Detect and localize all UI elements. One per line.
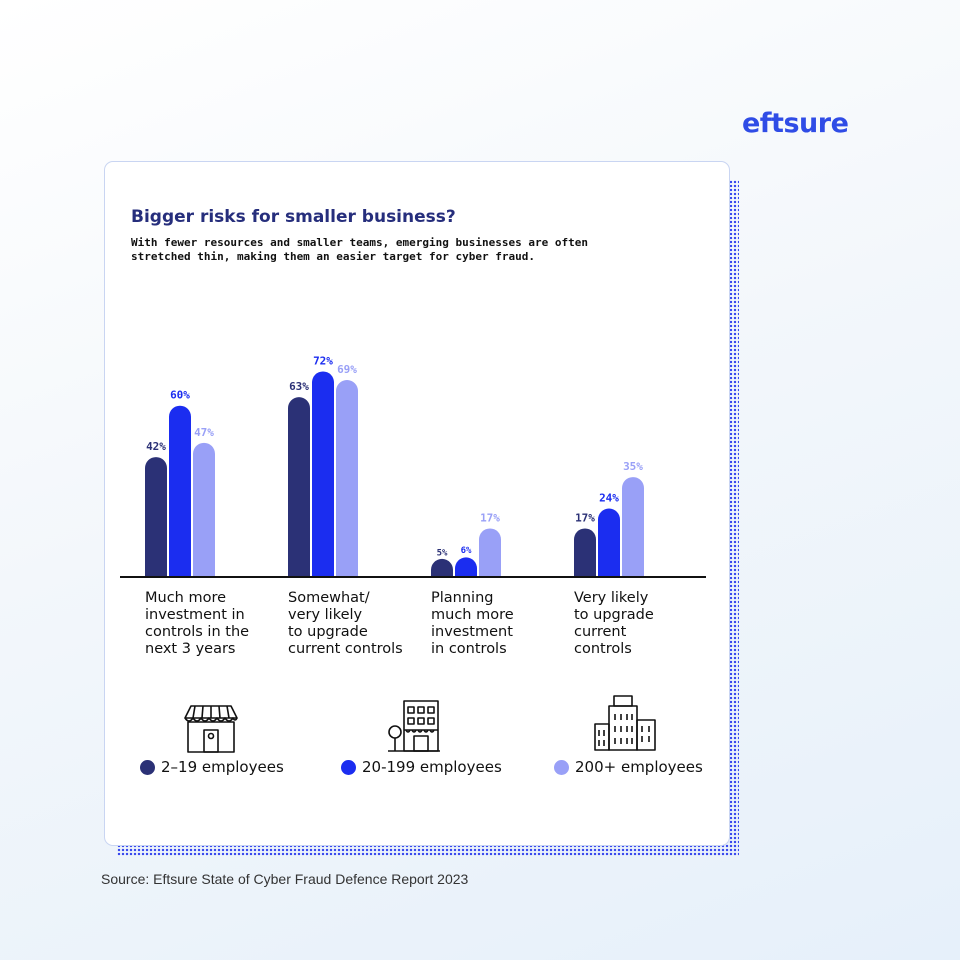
legend-swatch: [140, 759, 155, 775]
bar-3-1: [431, 558, 453, 577]
category-label-1: Much more investment in controls in the nex…: [145, 590, 285, 658]
legend-label: 200+ employees: [575, 758, 703, 776]
source-note: Source: Eftsure State of Cyber Fraud Def…: [101, 871, 469, 887]
bar-2-1: [288, 397, 310, 577]
legend-label: 2–19 employees: [161, 758, 284, 776]
bar-2-2: [312, 371, 334, 577]
legend-swatch: [341, 759, 356, 775]
shop-icon: [184, 705, 238, 753]
skyscraper-icon: [594, 695, 656, 751]
eftsure-logo: eftsure: [742, 108, 849, 139]
bar-4-3: [622, 477, 644, 577]
chart-title: Bigger risks for smaller business?: [131, 207, 456, 227]
bar-1-1: [145, 457, 167, 577]
bar-4-2: [598, 508, 621, 577]
bar-3-3: [479, 528, 501, 577]
category-label-line: to upgrade: [574, 607, 654, 623]
data-label-1-2: 60%: [170, 389, 190, 402]
category-label-line: controls in the: [145, 624, 250, 640]
category-label-line: Planning: [431, 590, 494, 606]
category-label-line: investment: [431, 624, 513, 640]
legend-item-1: 2–19 employees: [140, 758, 284, 776]
chart-subtitle: With fewer resources and smaller teams, …: [131, 236, 588, 263]
category-label-line: very likely: [288, 607, 363, 623]
category-label-line: next 3 years: [145, 641, 236, 657]
office-icon: [388, 700, 440, 752]
category-label-line: Somewhat/: [288, 590, 370, 606]
bar-3-2: [455, 557, 477, 577]
category-label-line: Very likely: [574, 590, 649, 606]
category-label-line: current controls: [288, 641, 403, 657]
bar-2-3: [336, 380, 358, 577]
legend-label: 20-199 employees: [362, 758, 502, 776]
category-label-line: to upgrade: [288, 624, 368, 640]
data-label-4-3: 35%: [623, 460, 643, 473]
category-label-line: current: [574, 624, 627, 640]
category-label-line: controls: [574, 641, 632, 657]
data-label-3-2: 6%: [461, 546, 472, 556]
category-label-2: Somewhat/very likely to upgrade current co…: [288, 590, 428, 658]
category-label-4: Very likely to upgrade current controls: [574, 590, 714, 658]
category-label-line: in controls: [431, 641, 507, 657]
bar-1-3: [193, 442, 215, 577]
category-label-line: much more: [431, 607, 514, 623]
data-label-1-3: 47%: [194, 426, 214, 439]
data-label-2-2: 72%: [313, 354, 333, 367]
category-label-3: Planning much more investment in controls: [431, 590, 571, 658]
category-label-line: investment in: [145, 607, 245, 623]
bar-4-1: [574, 528, 596, 577]
bar-1-2: [169, 405, 191, 577]
data-label-4-1: 17%: [575, 511, 595, 524]
data-label-3-3: 17%: [480, 511, 500, 524]
legend-item-3: 200+ employees: [554, 758, 703, 776]
legend-item-2: 20-199 employees: [341, 758, 502, 776]
data-label-1-1: 42%: [146, 440, 166, 453]
data-label-2-1: 63%: [289, 380, 309, 393]
data-label-3-1: 5%: [437, 549, 448, 559]
data-label-4-2: 24%: [599, 491, 619, 504]
category-label-line: Much more: [145, 590, 227, 606]
legend-swatch: [554, 759, 569, 775]
data-label-2-3: 69%: [337, 363, 357, 376]
